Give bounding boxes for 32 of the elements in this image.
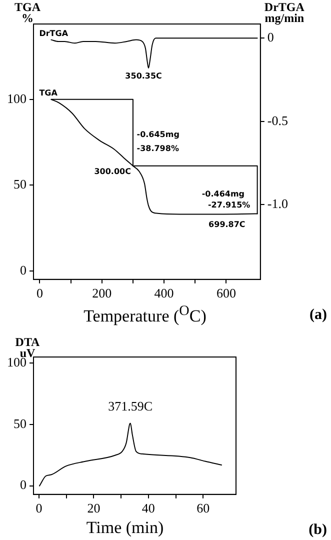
x-tick-label: 600 bbox=[216, 286, 236, 301]
series-label: TGA bbox=[39, 88, 58, 98]
text: (b) bbox=[308, 522, 327, 539]
y-tick-label: 50 bbox=[14, 176, 26, 192]
y-tick-label: 0 bbox=[20, 477, 26, 492]
y2-tick-label: -0.5 bbox=[267, 112, 288, 128]
annotation: 371.59C bbox=[108, 398, 153, 414]
x-tick-label: 60 bbox=[196, 500, 210, 516]
y2-tick-label: -1.0 bbox=[267, 196, 288, 211]
y2-axis-title: DrTGA mg/min bbox=[264, 0, 305, 26]
x-tick-label: 200 bbox=[92, 286, 112, 301]
y-tick-label: 0 bbox=[20, 262, 26, 278]
annotation: -0.645mg bbox=[136, 130, 180, 140]
annotation: -0.464mg bbox=[202, 190, 245, 199]
annotation: -27.915% bbox=[208, 200, 250, 210]
y-tick-label: 100 bbox=[7, 90, 26, 106]
y-tick-label: 50 bbox=[14, 416, 26, 431]
annotation: 699.87C bbox=[208, 220, 246, 229]
y-axis-title: TGA % bbox=[14, 0, 41, 26]
annotation: 350.35C bbox=[125, 71, 162, 80]
annotation: -38.798% bbox=[136, 144, 179, 154]
text: (a) bbox=[310, 307, 327, 324]
x-tick-label: 20 bbox=[87, 500, 100, 516]
x-tick-label: 0 bbox=[36, 286, 43, 301]
x-tick-label: 40 bbox=[142, 500, 155, 516]
series-label: DrTGA bbox=[39, 28, 69, 38]
x-tick-label: 400 bbox=[154, 286, 174, 301]
x-axis-title: Temperature ($^{O}$C) bbox=[82, 303, 208, 327]
x-tick-label: 0 bbox=[36, 500, 42, 516]
annotation: 300.00C bbox=[94, 167, 132, 176]
x-axis-title: Time (min) bbox=[85, 518, 165, 538]
y2-tick-label: 0 bbox=[267, 30, 274, 45]
